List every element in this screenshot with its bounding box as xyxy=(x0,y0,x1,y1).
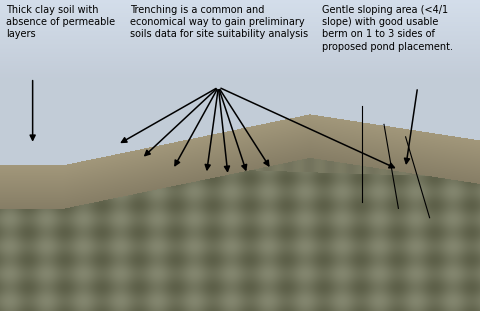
Text: Thick clay soil with
absence of permeable
layers: Thick clay soil with absence of permeabl… xyxy=(6,5,115,39)
Text: Gentle sloping area (<4/1
slope) with good usable
berm on 1 to 3 sides of
propos: Gentle sloping area (<4/1 slope) with go… xyxy=(322,5,453,52)
Text: Trenching is a common and
economical way to gain preliminary
soils data for site: Trenching is a common and economical way… xyxy=(130,5,308,39)
